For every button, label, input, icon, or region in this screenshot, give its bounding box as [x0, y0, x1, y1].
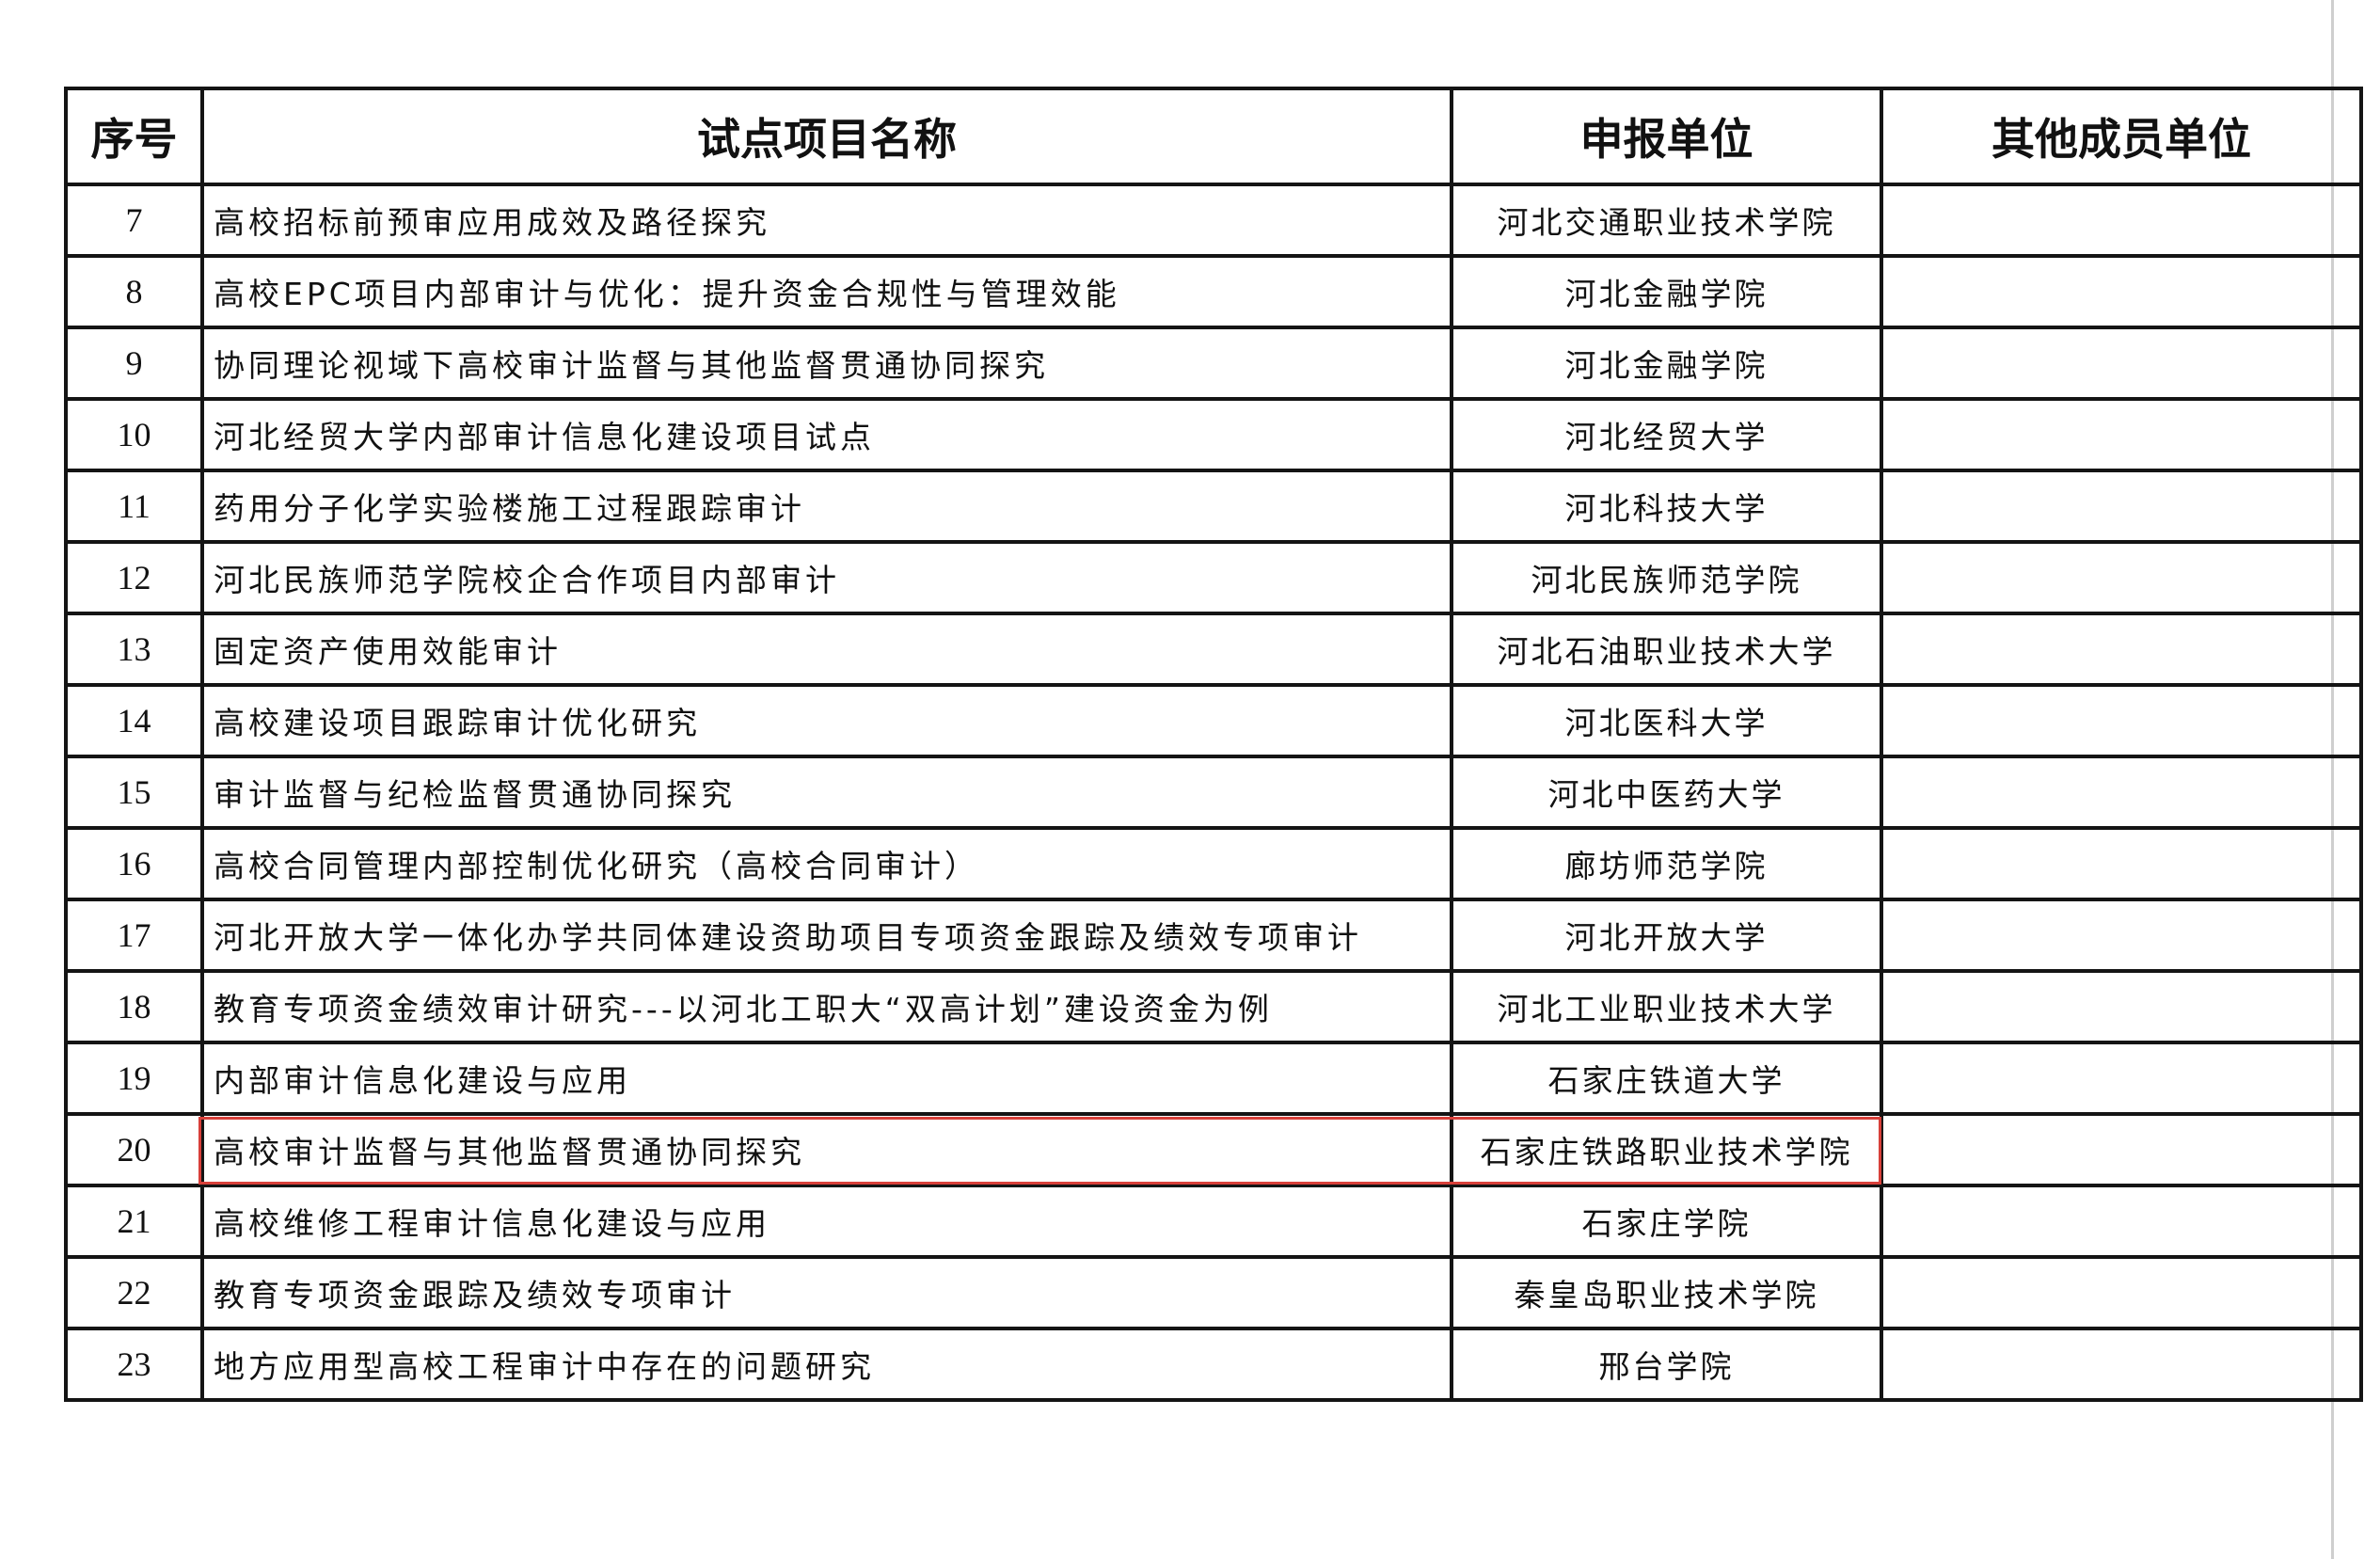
row-index: 12 — [64, 540, 204, 615]
row-index: 17 — [64, 898, 204, 973]
table-row: 15 审计监督与纪检监督贯通协同探究 河北中医药大学 — [64, 755, 2363, 830]
row-index: 14 — [64, 683, 204, 758]
row-members — [1880, 1255, 2363, 1330]
table-row: 9 协同理论视域下高校审计监督与其他监督贯通协同探究 河北金融学院 — [64, 326, 2363, 401]
row-members — [1880, 683, 2363, 758]
row-index: 19 — [64, 1041, 204, 1116]
row-members — [1880, 969, 2363, 1044]
row-index: 15 — [64, 755, 204, 830]
row-project: 河北开放大学一体化办学共同体建设资助项目专项资金跟踪及绩效专项审计 — [200, 898, 1453, 973]
table-row: 16 高校合同管理内部控制优化研究（高校合同审计） 廊坊师范学院 — [64, 826, 2363, 901]
table-row: 14 高校建设项目跟踪审计优化研究 河北医科大学 — [64, 683, 2363, 758]
row-members — [1880, 755, 2363, 830]
table-row: 23 地方应用型高校工程审计中存在的问题研究 邢台学院 — [64, 1327, 2363, 1402]
row-project: 教育专项资金绩效审计研究---以河北工职大“双高计划”建设资金为例 — [200, 969, 1453, 1044]
row-project: 教育专项资金跟踪及绩效专项审计 — [200, 1255, 1453, 1330]
row-index: 7 — [64, 183, 204, 258]
table-row: 20 高校审计监督与其他监督贯通协同探究 石家庄铁路职业技术学院 — [64, 1112, 2363, 1187]
table-row: 22 教育专项资金跟踪及绩效专项审计 秦皇岛职业技术学院 — [64, 1255, 2363, 1330]
row-index: 16 — [64, 826, 204, 901]
row-applicant: 河北经贸大学 — [1450, 397, 1883, 472]
table-row: 10 河北经贸大学内部审计信息化建设项目试点 河北经贸大学 — [64, 397, 2363, 472]
header-index: 序号 — [64, 87, 204, 186]
row-members — [1880, 540, 2363, 615]
row-project: 内部审计信息化建设与应用 — [200, 1041, 1453, 1116]
row-project: 协同理论视域下高校审计监督与其他监督贯通协同探究 — [200, 326, 1453, 401]
row-applicant: 河北中医药大学 — [1450, 755, 1883, 830]
row-applicant: 石家庄铁道大学 — [1450, 1041, 1883, 1116]
row-members — [1880, 1041, 2363, 1116]
row-members — [1880, 898, 2363, 973]
row-index: 10 — [64, 397, 204, 472]
row-index: 20 — [64, 1112, 204, 1187]
row-members — [1880, 1112, 2363, 1187]
header-project: 试点项目名称 — [200, 87, 1453, 186]
row-members — [1880, 612, 2363, 687]
row-index: 8 — [64, 254, 204, 329]
row-index: 23 — [64, 1327, 204, 1402]
row-members — [1880, 1327, 2363, 1402]
row-project: 高校招标前预审应用成效及路径探究 — [200, 183, 1453, 258]
row-members — [1880, 397, 2363, 472]
row-project: 河北经贸大学内部审计信息化建设项目试点 — [200, 397, 1453, 472]
row-applicant: 石家庄学院 — [1450, 1184, 1883, 1259]
table-row: 18 教育专项资金绩效审计研究---以河北工职大“双高计划”建设资金为例 河北工业职… — [64, 969, 2363, 1044]
header-row: 序号 试点项目名称 申报单位 其他成员单位 — [64, 87, 2363, 186]
row-members — [1880, 183, 2363, 258]
row-members — [1880, 469, 2363, 544]
row-project: 河北民族师范学院校企合作项目内部审计 — [200, 540, 1453, 615]
row-project: 固定资产使用效能审计 — [200, 612, 1453, 687]
row-index: 18 — [64, 969, 204, 1044]
table-row: 11 药用分子化学实验楼施工过程跟踪审计 河北科技大学 — [64, 469, 2363, 544]
row-applicant: 廊坊师范学院 — [1450, 826, 1883, 901]
table-row: 17 河北开放大学一体化办学共同体建设资助项目专项资金跟踪及绩效专项审计 河北开放大… — [64, 898, 2363, 973]
row-index: 11 — [64, 469, 204, 544]
row-applicant: 邢台学院 — [1450, 1327, 1883, 1402]
row-applicant: 河北石油职业技术大学 — [1450, 612, 1883, 687]
row-applicant: 河北科技大学 — [1450, 469, 1883, 544]
table-row: 12 河北民族师范学院校企合作项目内部审计 河北民族师范学院 — [64, 540, 2363, 615]
row-project: 高校维修工程审计信息化建设与应用 — [200, 1184, 1453, 1259]
row-applicant: 河北交通职业技术学院 — [1450, 183, 1883, 258]
row-applicant: 河北金融学院 — [1450, 326, 1883, 401]
row-applicant: 河北开放大学 — [1450, 898, 1883, 973]
row-applicant: 河北金融学院 — [1450, 254, 1883, 329]
row-applicant: 秦皇岛职业技术学院 — [1450, 1255, 1883, 1330]
row-project: 地方应用型高校工程审计中存在的问题研究 — [200, 1327, 1453, 1402]
table-row: 13 固定资产使用效能审计 河北石油职业技术大学 — [64, 612, 2363, 687]
row-members — [1880, 326, 2363, 401]
table-row: 21 高校维修工程审计信息化建设与应用 石家庄学院 — [64, 1184, 2363, 1259]
row-project: 高校合同管理内部控制优化研究（高校合同审计） — [200, 826, 1453, 901]
header-applicant: 申报单位 — [1450, 87, 1883, 186]
row-members — [1880, 254, 2363, 329]
row-applicant: 河北工业职业技术大学 — [1450, 969, 1883, 1044]
row-project: 高校建设项目跟踪审计优化研究 — [200, 683, 1453, 758]
row-index: 13 — [64, 612, 204, 687]
table-row: 19 内部审计信息化建设与应用 石家庄铁道大学 — [64, 1041, 2363, 1116]
row-project: 审计监督与纪检监督贯通协同探究 — [200, 755, 1453, 830]
row-members — [1880, 1184, 2363, 1259]
row-project: 高校EPC项目内部审计与优化：提升资金合规性与管理效能 — [200, 254, 1453, 329]
row-applicant: 河北民族师范学院 — [1450, 540, 1883, 615]
row-applicant: 石家庄铁路职业技术学院 — [1450, 1112, 1883, 1187]
row-project: 药用分子化学实验楼施工过程跟踪审计 — [200, 469, 1453, 544]
row-applicant: 河北医科大学 — [1450, 683, 1883, 758]
row-index: 9 — [64, 326, 204, 401]
row-index: 21 — [64, 1184, 204, 1259]
table-row: 7 高校招标前预审应用成效及路径探究 河北交通职业技术学院 — [64, 183, 2363, 258]
table-row: 8 高校EPC项目内部审计与优化：提升资金合规性与管理效能 河北金融学院 — [64, 254, 2363, 329]
row-index: 22 — [64, 1255, 204, 1330]
header-members: 其他成员单位 — [1880, 87, 2363, 186]
pilot-projects-table: 序号 试点项目名称 申报单位 其他成员单位 7 高校招标前预审应用成效及路径探究河… — [64, 87, 2363, 1402]
row-members — [1880, 826, 2363, 901]
row-project: 高校审计监督与其他监督贯通协同探究 — [200, 1112, 1453, 1187]
